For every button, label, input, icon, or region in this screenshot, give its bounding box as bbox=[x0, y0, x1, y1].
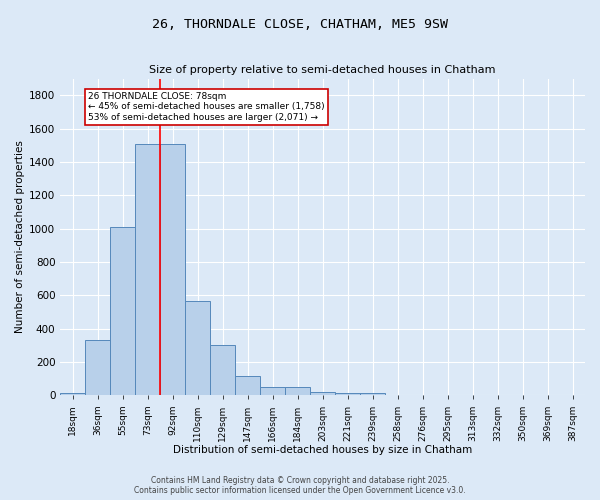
Bar bbox=[60, 393, 85, 396]
Text: 26 THORNDALE CLOSE: 78sqm
← 45% of semi-detached houses are smaller (1,758)
53% : 26 THORNDALE CLOSE: 78sqm ← 45% of semi-… bbox=[88, 92, 325, 122]
Bar bbox=[135, 144, 160, 396]
Bar bbox=[310, 392, 335, 396]
Bar bbox=[110, 227, 135, 396]
Bar bbox=[235, 376, 260, 396]
X-axis label: Distribution of semi-detached houses by size in Chatham: Distribution of semi-detached houses by … bbox=[173, 445, 472, 455]
Title: Size of property relative to semi-detached houses in Chatham: Size of property relative to semi-detach… bbox=[149, 65, 496, 75]
Bar bbox=[160, 144, 185, 396]
Bar bbox=[260, 387, 285, 396]
Text: 26, THORNDALE CLOSE, CHATHAM, ME5 9SW: 26, THORNDALE CLOSE, CHATHAM, ME5 9SW bbox=[152, 18, 448, 30]
Bar bbox=[285, 387, 310, 396]
Bar bbox=[210, 346, 235, 396]
Bar bbox=[185, 301, 210, 396]
Bar bbox=[360, 393, 385, 396]
Bar bbox=[335, 393, 360, 396]
Bar bbox=[85, 340, 110, 396]
Y-axis label: Number of semi-detached properties: Number of semi-detached properties bbox=[15, 140, 25, 334]
Text: Contains HM Land Registry data © Crown copyright and database right 2025.
Contai: Contains HM Land Registry data © Crown c… bbox=[134, 476, 466, 495]
